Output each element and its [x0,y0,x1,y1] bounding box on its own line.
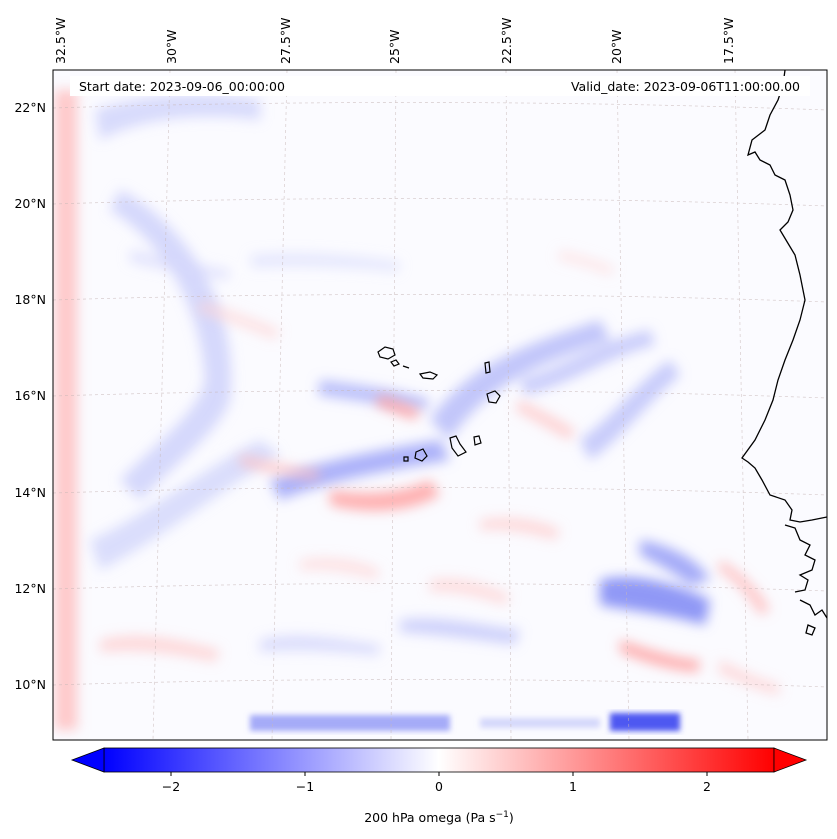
lat-label-16n: 16°N [14,388,46,403]
african-coastline [741,70,827,636]
colorbar-tick-2: 2 [703,779,711,794]
lat-label-14n: 14°N [14,485,46,500]
header-band [70,76,810,96]
colorbar-label-sup: −1 [496,810,509,820]
colorbar-tick-neg1: −1 [296,779,314,794]
latitude-labels: 22°N 20°N 18°N 16°N 14°N 12°N 10°N [14,100,46,692]
cape-verde-islands [377,346,501,462]
colorbar-high-extend [773,747,808,773]
omega-field [53,70,827,740]
start-date-label: Start date: 2023-09-06_00:00:00 [79,79,285,94]
ascent-regions [90,94,710,655]
colorbar-body [103,747,775,773]
colorbar-low-extend [70,747,105,773]
graticule [53,70,827,740]
colorbar-tick-1: 1 [569,779,577,794]
colorbar: −2 −1 0 1 2 200 hPa omega (Pa s−1) [70,747,808,825]
colorbar-label: 200 hPa omega (Pa s−1) [364,810,514,825]
lat-label-10n: 10°N [14,677,46,692]
colorbar-tick-0: 0 [435,779,443,794]
lon-label-27.5w: 27.5°W [278,18,293,64]
lat-label-18n: 18°N [14,292,46,307]
lon-label-20w: 20°W [609,29,624,64]
lon-label-32.5w: 32.5°W [53,18,68,64]
descent-regions [55,90,780,730]
colorbar-tick-neg2: −2 [162,779,180,794]
bottom-ascent-bands [250,713,680,731]
lon-label-17.5w: 17.5°W [721,18,736,64]
longitude-labels: 32.5°W 30°W 27.5°W 25°W 22.5°W 20°W 17.5… [53,18,736,64]
lon-label-30w: 30°W [164,29,179,64]
colorbar-ticks [170,772,708,776]
lon-label-25w: 25°W [387,29,402,64]
valid-date-label: Valid_date: 2023-09-06T11:00:00.00 [571,79,800,94]
map-frame [52,69,828,741]
lat-label-20n: 20°N [14,196,46,211]
lon-label-22.5w: 22.5°W [499,18,514,64]
lat-label-12n: 12°N [14,581,46,596]
lat-label-22n: 22°N [14,100,46,115]
colorbar-label-main: 200 hPa omega (Pa s [364,810,495,825]
map-panel: Start date: 2023-09-06_00:00:00 Valid_da… [52,69,828,741]
colorbar-label-close: ) [509,810,514,825]
